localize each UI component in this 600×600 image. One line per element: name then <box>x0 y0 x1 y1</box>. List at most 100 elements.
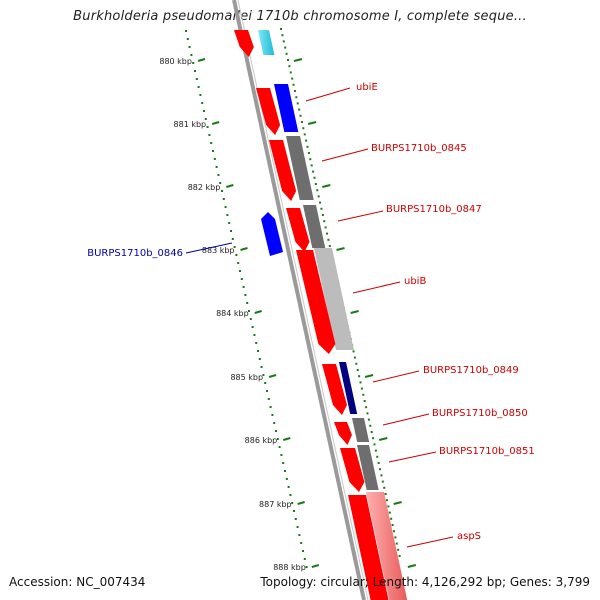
tick-label: 888 kbp <box>273 563 306 572</box>
ruler-dot <box>293 510 295 512</box>
tick-label: 886 kbp <box>245 436 278 445</box>
outer-ruler-dot <box>295 96 298 99</box>
outer-ruler-dot <box>394 536 397 539</box>
gene-label[interactable]: ubiE <box>356 82 378 93</box>
ruler-dot <box>190 54 193 56</box>
accession-text: Accession: NC_007434 <box>9 575 146 589</box>
gene-arrow[interactable] <box>269 140 297 201</box>
outer-ruler-dot <box>377 462 380 464</box>
outer-ruler-dot <box>352 350 355 353</box>
feature-blocks <box>258 30 408 600</box>
gene-label[interactable]: BURPS1710b_0847 <box>386 204 482 215</box>
gene-features <box>234 30 389 600</box>
ruler-dot <box>195 78 198 80</box>
outer-ruler-dot <box>299 114 302 117</box>
gene-arrow-reverse[interactable] <box>261 212 283 256</box>
outer-ruler-dot <box>383 486 386 489</box>
outer-ruler-dot <box>296 102 299 105</box>
ruler-dot <box>298 534 301 536</box>
gene-arrow[interactable] <box>322 364 347 415</box>
ruler-dot <box>192 62 195 64</box>
gene-label[interactable]: ubiB <box>404 276 426 287</box>
outer-ruler-dot <box>355 362 358 365</box>
tick-mark <box>211 121 220 125</box>
grey-block[interactable] <box>303 205 326 248</box>
gene-arrow[interactable] <box>348 495 389 600</box>
tick-mark <box>254 310 262 314</box>
tick-mark <box>282 437 291 441</box>
outer-ruler-dot <box>314 183 317 185</box>
ruler-dot <box>267 398 270 400</box>
topology-summary: Topology: circular; Length: 4,126,292 bp… <box>260 575 590 589</box>
ruler-dot <box>210 142 213 144</box>
chromosome-backbone <box>232 0 369 600</box>
tick-label: 883 kbp <box>202 246 235 255</box>
outer-ruler-dot <box>362 393 365 396</box>
outer-ruler-dot <box>380 474 383 477</box>
outer-ruler-dot <box>376 455 379 458</box>
ruler-dot <box>221 190 223 192</box>
gene-label[interactable]: BURPS1710b_0851 <box>439 446 535 457</box>
outer-tick-mark <box>322 184 331 188</box>
ruler-dot <box>201 102 204 104</box>
gene-label[interactable]: BURPS1710b_0845 <box>371 143 467 154</box>
ruler-dot <box>300 542 303 544</box>
ruler-dot <box>219 182 222 184</box>
ruler-dot <box>185 30 187 32</box>
ruler-dot <box>249 318 252 320</box>
ruler-dot <box>302 550 304 552</box>
tick-mark <box>197 58 206 62</box>
ruler-dot <box>233 246 236 248</box>
ruler-dot <box>246 302 249 304</box>
outer-tick-mark <box>293 58 303 62</box>
gene-leader-line <box>406 536 454 548</box>
gene-arrow[interactable] <box>339 362 358 414</box>
outer-ruler-dot <box>307 152 310 154</box>
ruler-dot <box>230 230 232 232</box>
grey-block[interactable] <box>286 136 314 200</box>
outer-ruler-dot <box>358 375 361 378</box>
light-grey-block[interactable] <box>314 248 354 350</box>
outer-ruler-dot <box>280 28 282 30</box>
ruler-dot <box>228 222 231 224</box>
cyan-block[interactable] <box>258 30 275 55</box>
grey-block[interactable] <box>357 445 379 490</box>
outer-ruler-dot <box>312 170 315 173</box>
outer-ruler-dot <box>379 468 382 471</box>
outer-ruler-dot <box>313 176 316 179</box>
gene-leader-line <box>372 370 420 383</box>
gene-label[interactable]: aspS <box>457 531 481 542</box>
ruler-dot <box>305 566 308 568</box>
ruler-dot <box>269 406 272 408</box>
gene-leader-line <box>337 210 384 222</box>
gene-arrow[interactable] <box>334 422 352 445</box>
outer-ruler-dot <box>353 356 356 359</box>
outer-tick-mark <box>307 121 317 125</box>
ruler-dot <box>251 326 254 328</box>
gene-arrow[interactable] <box>274 84 299 132</box>
gene-label[interactable]: BURPS1710b_0846 <box>87 248 183 259</box>
ruler-dot <box>212 150 214 152</box>
ruler-dot <box>294 518 297 520</box>
ruler-dot <box>275 430 277 432</box>
ruler-dot <box>237 262 240 264</box>
pink-block[interactable] <box>366 492 408 600</box>
gene-arrow[interactable] <box>340 448 365 492</box>
gene-leader-line <box>352 281 401 294</box>
gene-leader-line <box>382 413 430 426</box>
gene-label[interactable]: BURPS1710b_0849 <box>423 365 519 376</box>
outer-ruler-dot <box>286 59 289 61</box>
outer-ruler-dot <box>384 493 387 495</box>
outer-ruler-dot <box>300 121 303 123</box>
outer-tick-mark <box>379 437 388 441</box>
tick-label: 884 kbp <box>216 309 249 318</box>
gene-label[interactable]: BURPS1710b_0850 <box>432 408 528 419</box>
outer-ruler-dot <box>281 34 284 37</box>
outer-ruler-dot <box>323 220 326 223</box>
grey-block[interactable] <box>352 418 370 442</box>
gene-arrow[interactable] <box>296 250 336 354</box>
gene-arrow[interactable] <box>256 88 281 135</box>
gene-arrow[interactable] <box>286 208 310 252</box>
gene-arrow[interactable] <box>234 30 254 57</box>
